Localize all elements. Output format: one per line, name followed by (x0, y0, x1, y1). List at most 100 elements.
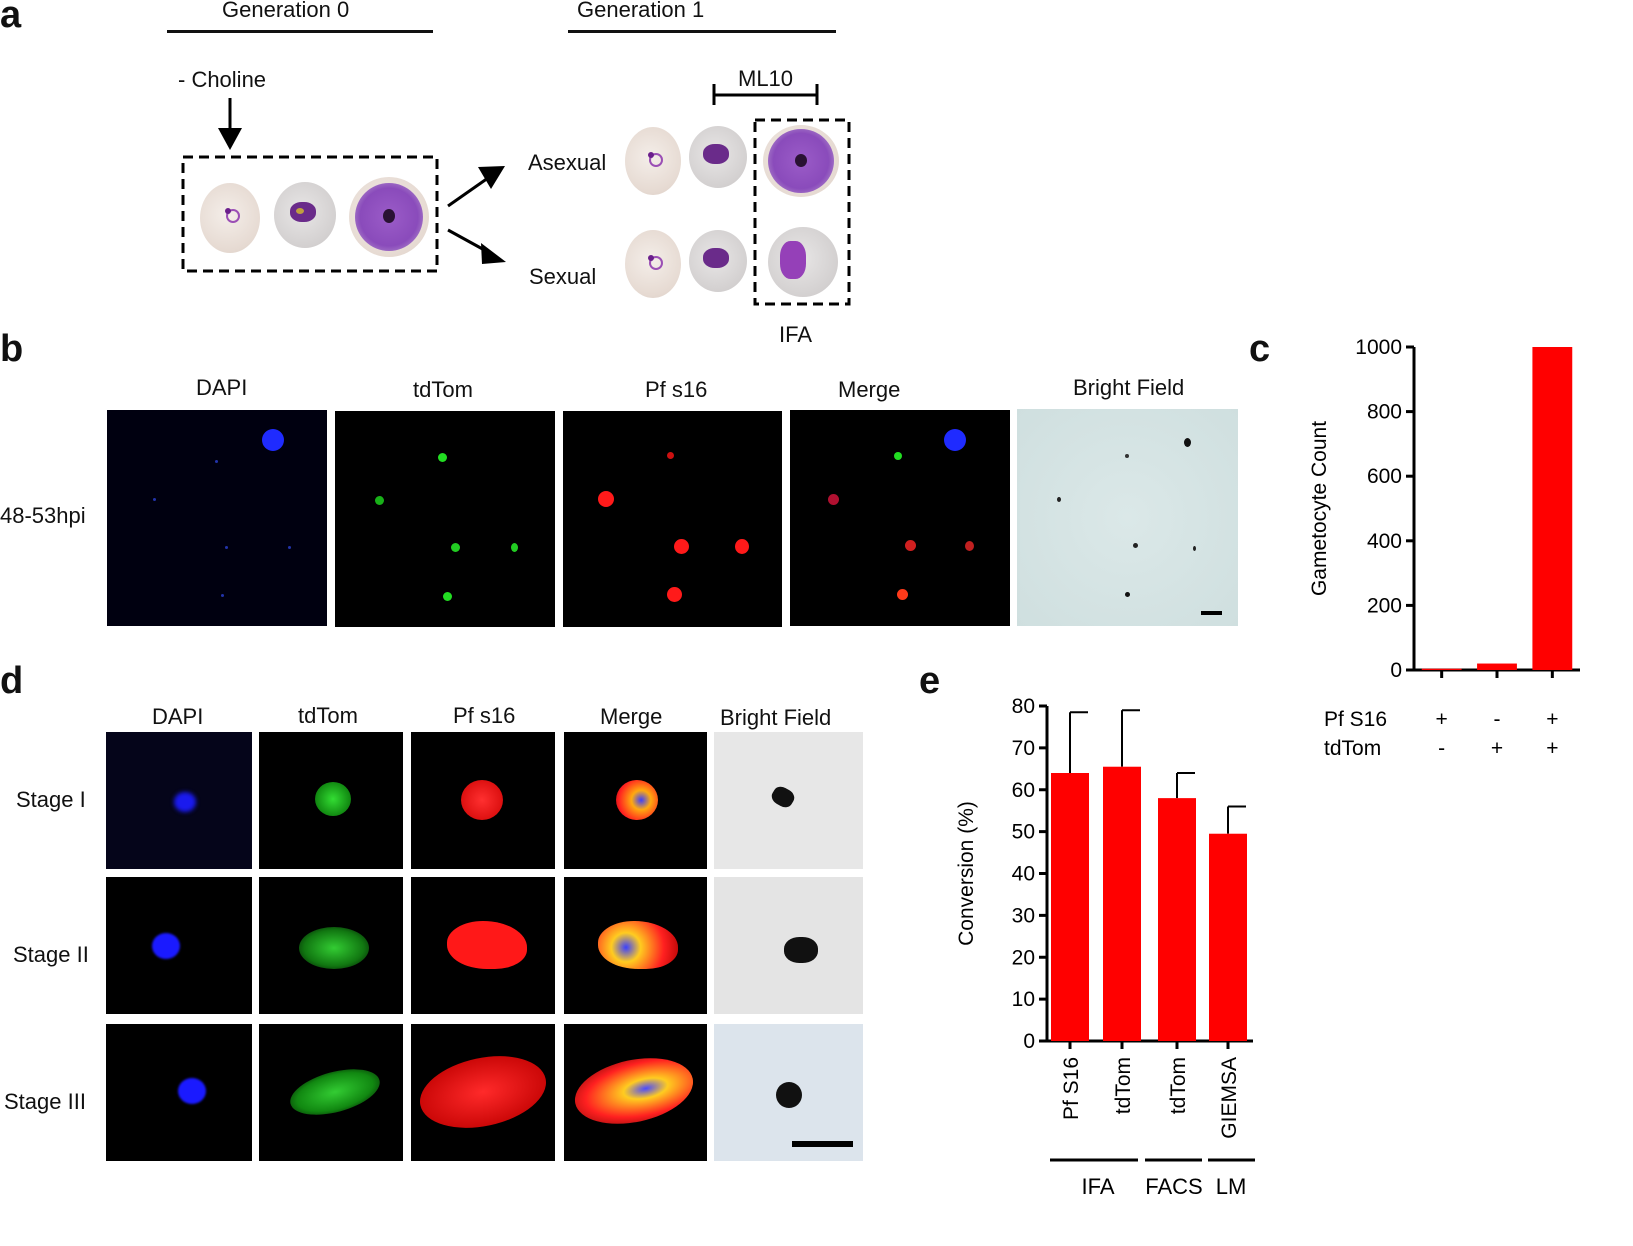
b-tdtom-image (335, 411, 555, 627)
d-stage3-tdtom (259, 1024, 403, 1161)
b-col-dapi: DAPI (196, 375, 248, 400)
e-cat-1: tdTom (1112, 1057, 1135, 1114)
e-bar-2 (1158, 798, 1196, 1041)
panel-letter-b: b (0, 328, 24, 370)
d-stage3-dapi (106, 1024, 252, 1161)
e-cat-2: tdTom (1167, 1057, 1190, 1114)
e-ytick-label-3: 30 (1012, 904, 1035, 927)
e-ytick-label-5: 50 (1012, 821, 1035, 844)
d-stage2-merge (564, 877, 707, 1014)
generation-1-box (753, 118, 851, 306)
c-ytick-label-0: 0 (1390, 659, 1402, 682)
d-stage2-dapi (106, 877, 252, 1014)
b-col-bright-field: Bright Field (1073, 375, 1185, 400)
c-cat-2-0: + (1546, 708, 1558, 731)
generation-1-line (568, 30, 836, 33)
panel-letter-d: d (0, 660, 24, 702)
c-cat-1-1: + (1491, 737, 1503, 760)
d-col-bright-field: Bright Field (720, 705, 832, 730)
asexual-trophozoite-cell (689, 126, 747, 188)
generation-0-label: Generation 0 (222, 0, 350, 22)
b-col-merge: Merge (838, 377, 901, 402)
asexual-ring-cell (625, 127, 681, 195)
asexual-label: Asexual (528, 150, 607, 175)
d-col-tdtom: tdTom (298, 703, 358, 728)
d-stage1-tdtom (259, 732, 403, 869)
c-ylabel: Gametocyte Count (1308, 421, 1331, 596)
generation-0-line (167, 30, 433, 33)
ml10-label: ML10 (738, 66, 794, 91)
panel-a-arrows (181, 84, 851, 306)
schizont-cell (349, 177, 429, 257)
sexual-label: Sexual (529, 264, 597, 289)
c-ytick-label-3: 600 (1367, 465, 1402, 488)
e-ytick-label-8: 80 (1012, 695, 1035, 718)
e-ytick-label-0: 0 (1023, 1030, 1035, 1053)
generation-1-label: Generation 1 (577, 0, 705, 22)
d-scale-bar (792, 1141, 853, 1147)
b-dapi-image (107, 410, 327, 626)
ifa-label: IFA (779, 322, 813, 347)
trophozoite-cell (274, 182, 336, 248)
b-row-label: 48-53hpi (0, 503, 86, 528)
c-ytick-label-5: 1000 (1355, 336, 1402, 359)
d-row-stage-3: Stage III (4, 1089, 86, 1114)
d-stage2-bright-field (714, 877, 863, 1014)
b-merge-image (790, 410, 1010, 626)
d-stage3-pfs16 (411, 1024, 555, 1161)
b-col-tdtom: tdTom (413, 377, 473, 402)
gametocyte-cell (768, 227, 838, 297)
c-ytick-label-4: 800 (1367, 401, 1402, 424)
c-cat-1-0: - (1494, 708, 1501, 731)
e-bar-3 (1209, 833, 1247, 1041)
e-group-label-0: IFA (1081, 1174, 1114, 1199)
sexual-ring-cell (625, 230, 681, 298)
c-bar-2 (1532, 347, 1573, 670)
chart-e: Conversion (%) 0 10 20 30 40 50 60 70 80 Pf S16 tdT… (955, 695, 1255, 1199)
d-col-merge: Merge (600, 704, 663, 729)
e-group-label-2: LM (1216, 1174, 1247, 1199)
c-ytick-label-1: 200 (1367, 594, 1402, 617)
b-bright-field-image (1017, 409, 1238, 626)
asexual-schizont-cell (763, 125, 839, 197)
e-group-label-1: FACS (1145, 1174, 1202, 1199)
d-col-pfs16: Pf s16 (453, 703, 516, 728)
d-stage1-dapi (106, 732, 252, 869)
asexual-arrow (447, 176, 489, 208)
c-cat-0-0: + (1436, 708, 1448, 731)
e-ylabel: Conversion (%) (955, 801, 978, 946)
c-row-label-1: tdTom (1324, 737, 1381, 760)
d-stage2-tdtom (259, 877, 403, 1014)
e-bar-0 (1051, 773, 1089, 1041)
d-stage3-bright-field (714, 1024, 863, 1161)
choline-arrow-head (218, 128, 242, 150)
c-ytick-label-2: 400 (1367, 530, 1402, 553)
sexual-arrow-head (481, 243, 506, 264)
e-cat-0: Pf S16 (1060, 1057, 1083, 1120)
ring-stage-cell (200, 183, 260, 253)
choline-label: - Choline (178, 67, 267, 92)
d-stage1-pfs16 (411, 732, 555, 869)
c-cat-2-1: + (1546, 737, 1558, 760)
e-ytick-label-4: 40 (1012, 863, 1035, 886)
panel-letter-a: a (0, 0, 22, 36)
sexual-trophozoite-cell (689, 230, 747, 292)
e-ytick-label-7: 70 (1012, 737, 1035, 760)
panel-letter-e: e (919, 660, 941, 702)
generation-0-box (181, 155, 439, 273)
b-col-pfs16: Pf s16 (645, 377, 708, 402)
chart-c: Gametocyte Count 0 200 400 600 800 1000 + - - + + + P… (1308, 336, 1580, 760)
b-pfs16-image (563, 411, 782, 627)
c-bar-1 (1477, 663, 1517, 670)
e-ytick-label-6: 60 (1012, 779, 1035, 802)
c-cat-0-1: - (1438, 737, 1445, 760)
d-row-stage-2: Stage II (13, 942, 89, 967)
e-bar-1 (1103, 766, 1141, 1041)
d-stage3-merge (564, 1024, 707, 1161)
c-row-label-0: Pf S16 (1324, 708, 1387, 731)
d-row-stage-1: Stage I (16, 787, 86, 812)
asexual-arrow-head (478, 166, 505, 189)
d-stage1-bright-field (714, 732, 863, 869)
panel-letter-c: c (1249, 328, 1271, 370)
d-stage2-pfs16 (411, 877, 555, 1014)
